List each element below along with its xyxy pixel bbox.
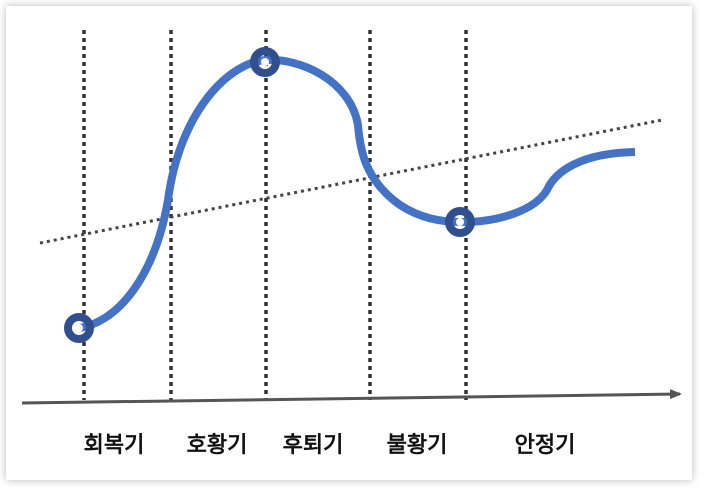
phase-dividers (82, 30, 468, 400)
turning-point-markers (64, 47, 475, 343)
phase-label-stability: 안정기 (515, 433, 576, 458)
trough-marker (445, 207, 475, 237)
trend-line (39, 118, 663, 245)
phase-label-depression: 불황기 (387, 433, 448, 458)
phase-labels: 회복기 호황기 후퇴기 불황기 안정기 (84, 433, 576, 458)
time-axis-arrow (21, 389, 682, 405)
phase-label-recovery: 회복기 (84, 433, 145, 458)
trough-marker (64, 313, 94, 343)
phase-label-boom: 호황기 (187, 433, 248, 458)
peak-marker (250, 47, 280, 77)
phase-label-recession: 후퇴기 (283, 433, 344, 458)
business-cycle-curve (79, 55, 636, 332)
